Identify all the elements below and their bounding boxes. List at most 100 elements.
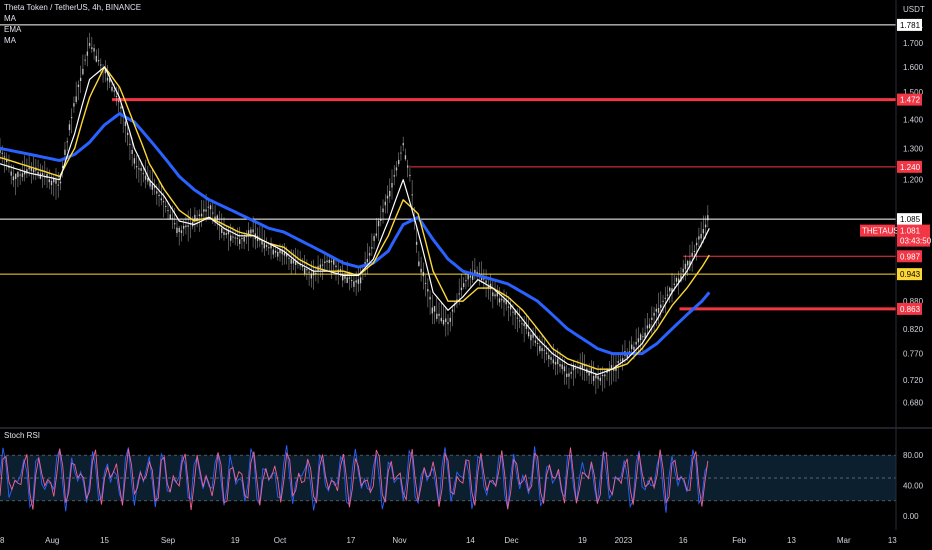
candle-body: [541, 348, 543, 352]
stoch-tick-label: 0.00: [903, 512, 919, 521]
symbol-title[interactable]: Theta Token / TetherUS, 4h, BINANCE: [4, 3, 142, 12]
candle-body: [579, 365, 581, 370]
candle-body: [539, 345, 541, 352]
stoch-d-line: [0, 447, 709, 511]
y-tick-label: 1.600: [903, 63, 924, 72]
indicator-ma-2[interactable]: MA: [4, 36, 16, 45]
candle-body: [279, 249, 281, 254]
candle-body: [655, 308, 658, 312]
candle-body: [171, 218, 174, 220]
candle-body: [113, 90, 115, 92]
last-price-text: 1.081: [900, 227, 921, 236]
candle-body: [427, 288, 429, 292]
price-level-badge-text: 0.987: [900, 252, 921, 261]
candle-body: [19, 174, 21, 176]
candle-body: [6, 158, 8, 163]
x-tick-label: 16: [679, 536, 688, 545]
y-tick-label: 1.700: [903, 39, 924, 48]
candle-body: [505, 300, 507, 305]
price-level-badge-text: 1.781: [900, 21, 921, 30]
time-axis[interactable]: 18 Aug 15 Sep 19 Oct 17 Nov 14 Dec 19 2023 16 Feb 13 Ma…: [0, 536, 897, 545]
candle-body: [272, 249, 274, 255]
horizontal-levels[interactable]: [0, 24, 896, 311]
candle-body: [221, 228, 223, 234]
candle-body: [707, 215, 709, 221]
candle-body: [465, 280, 467, 282]
candle-body: [308, 271, 310, 273]
candle-body: [111, 87, 113, 91]
candle-body: [543, 349, 546, 351]
candle-body: [371, 247, 373, 249]
candle-body: [292, 260, 295, 264]
price-level-badge-text: 1.240: [900, 163, 921, 172]
x-tick-label: Oct: [274, 536, 287, 545]
candle-body: [194, 214, 196, 221]
candle-body: [639, 334, 642, 341]
candle-body: [644, 332, 646, 339]
indicator-ema[interactable]: EMA: [4, 25, 22, 34]
candle-body: [523, 323, 525, 327]
candle-body: [176, 227, 178, 234]
candle-body: [592, 375, 595, 381]
candle-body: [480, 276, 483, 281]
y-tick-label: 1.300: [903, 144, 924, 153]
candle-body: [557, 358, 559, 365]
candle-body: [234, 237, 236, 239]
candle-body: [503, 299, 505, 303]
candle-body: [165, 206, 167, 208]
candle-body: [451, 309, 454, 312]
candle-body: [178, 227, 180, 233]
candle-body: [32, 169, 35, 173]
x-tick-label: 14: [466, 536, 475, 545]
candle-body: [583, 365, 586, 367]
candle-body: [485, 280, 487, 283]
candle-body: [124, 121, 127, 127]
candle-body: [682, 268, 684, 273]
stoch-rsi-title[interactable]: Stoch RSI: [4, 431, 41, 440]
candle-body: [140, 168, 142, 171]
candle-body: [554, 361, 557, 365]
candle-body: [536, 343, 539, 345]
indicator-ma-1[interactable]: MA: [4, 14, 16, 23]
candle-body: [126, 132, 129, 136]
candle-body: [333, 259, 335, 265]
candle-body: [106, 77, 109, 81]
candle-body: [37, 172, 39, 176]
candle-body: [79, 77, 82, 82]
candle-body: [142, 173, 145, 175]
candle-body: [691, 252, 693, 256]
candle-body: [348, 277, 351, 279]
candle-body: [84, 59, 86, 61]
candle-body: [373, 235, 375, 241]
candle-body: [77, 84, 80, 88]
candle-body: [651, 317, 653, 320]
candle-body: [326, 260, 328, 263]
candle-body: [203, 209, 205, 212]
candle-body: [180, 230, 183, 233]
candle-body: [151, 184, 154, 190]
candle-body: [57, 184, 59, 186]
candle-body: [198, 214, 201, 216]
candle-body: [496, 292, 498, 297]
candle-body: [666, 294, 669, 296]
candle-body: [39, 173, 42, 179]
candle-body: [232, 236, 234, 238]
candle-body: [599, 377, 602, 381]
candle-body: [138, 168, 140, 170]
candle-body: [261, 240, 263, 245]
candle-body: [474, 269, 476, 274]
candle-body: [635, 341, 637, 345]
currency-label: USDT: [903, 5, 925, 14]
candle-body: [574, 368, 577, 370]
candle-body: [30, 167, 33, 171]
candle-body: [368, 253, 371, 256]
candle-body: [109, 77, 111, 83]
candle-body: [3, 156, 6, 158]
candle-body: [207, 206, 210, 208]
candle-body: [702, 229, 705, 234]
price-level-badge: [897, 268, 922, 281]
y-tick-label: 0.680: [903, 398, 924, 407]
candle-body: [597, 376, 599, 380]
candle-body: [344, 276, 346, 279]
